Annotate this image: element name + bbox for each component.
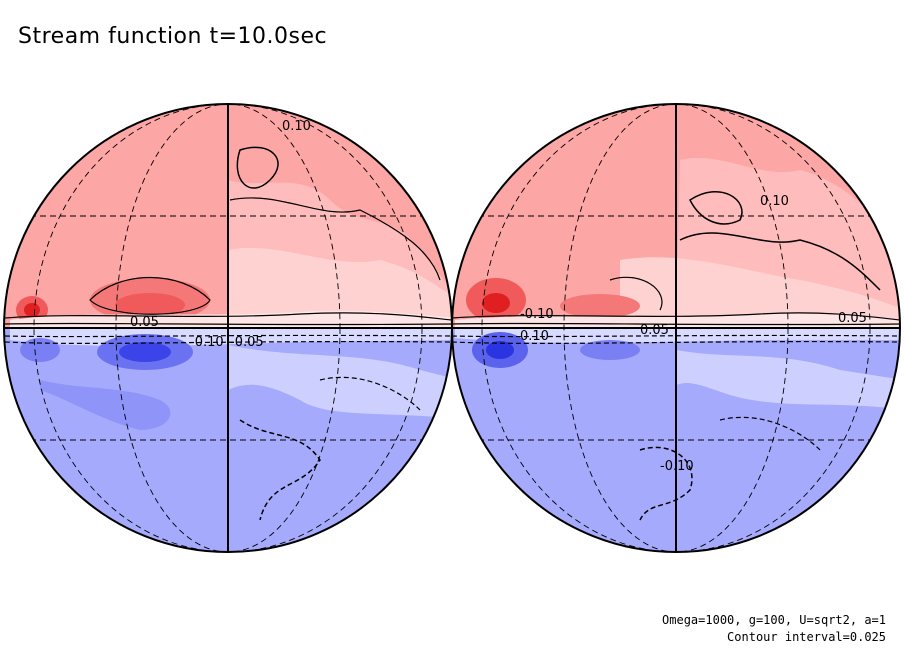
plot-footer: Omega=1000, g=100, U=sqrt2, a=1 Contour … bbox=[662, 612, 886, 646]
contour-label: 0.05 bbox=[838, 311, 867, 326]
parameters-text: Omega=1000, g=100, U=sqrt2, a=1 bbox=[662, 613, 886, 627]
left-globe: 0.10 -0.10 -0.05 0.05 bbox=[3, 103, 453, 553]
contour-label: -0.10 bbox=[190, 335, 224, 350]
contour-label: 0.10 bbox=[760, 194, 789, 209]
contour-label: 0.05 bbox=[640, 323, 669, 338]
contour-label: -0.10 bbox=[520, 307, 554, 322]
contour-label: 0.05 bbox=[130, 315, 159, 330]
right-globe-outline bbox=[451, 103, 901, 553]
contour-label: -0.05 bbox=[230, 335, 264, 350]
contour-interval-text: Contour interval=0.025 bbox=[727, 630, 886, 644]
contour-label: 0.10 bbox=[282, 119, 311, 134]
contour-label: -0.10 bbox=[660, 459, 694, 474]
right-globe: 0.10 0.05 -0.10 0.10 0.05 -0.10 bbox=[451, 103, 901, 553]
contour-label: 0.10 bbox=[520, 329, 549, 344]
plot-title: Stream function t=10.0sec bbox=[18, 24, 328, 49]
